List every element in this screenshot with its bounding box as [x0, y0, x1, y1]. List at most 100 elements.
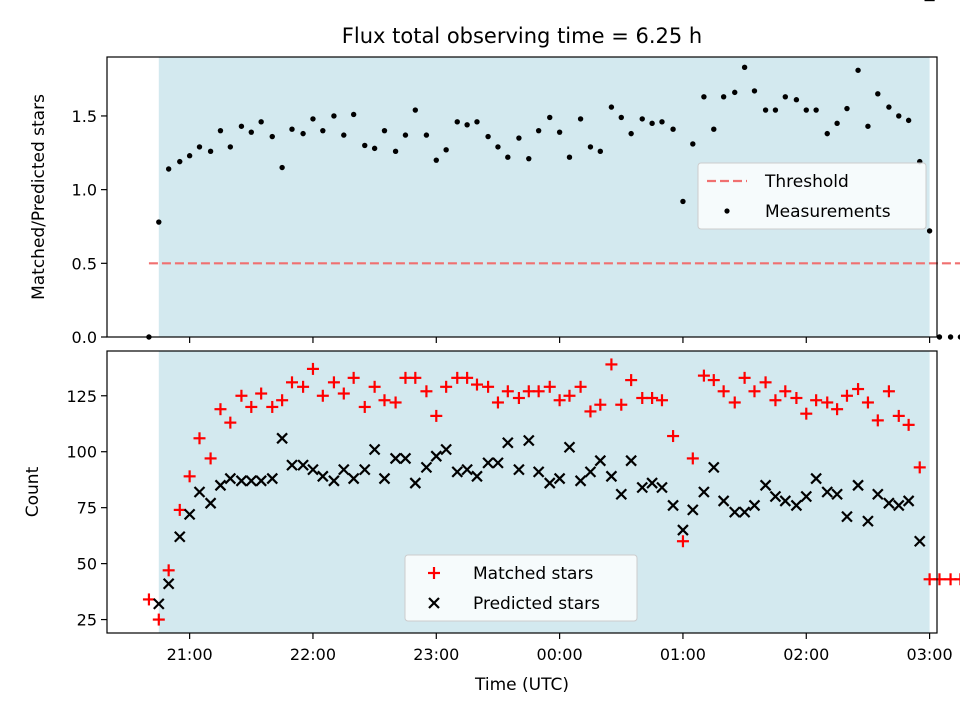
matched-star-point: [584, 405, 597, 418]
matched-star-point: [316, 389, 329, 402]
predicted-star-point: [667, 499, 679, 512]
predicted-star-point: [328, 475, 340, 487]
measurement-point: [392, 148, 399, 155]
predicted-star-point: [831, 488, 843, 501]
measurement-point: [905, 117, 912, 124]
predicted-legend-swatch: [428, 597, 440, 609]
matched-star-point: [245, 400, 258, 413]
predicted-star-point: [389, 452, 402, 465]
measurement-point: [628, 130, 634, 137]
matched-star-point: [790, 392, 803, 404]
measurement-point: [865, 123, 871, 129]
measurement-point: [526, 155, 532, 162]
measurement-point: [936, 334, 943, 340]
matched-star-point: [214, 403, 227, 416]
matched-star-point: [204, 452, 217, 465]
matched-star-point: [224, 416, 237, 429]
predicted-star-point: [902, 495, 915, 507]
y-tick-label: 50: [77, 555, 97, 574]
measurement-point: [556, 129, 563, 135]
predicted-star-point: [368, 443, 381, 456]
measurements-legend-label: Measurements: [765, 202, 891, 222]
measurement-point: [196, 144, 203, 150]
predicted-star-point: [471, 470, 483, 483]
ratio-y-axis-label: Matched/Predicted stars: [29, 94, 49, 300]
predicted-star-point: [255, 475, 267, 487]
count-y-axis: 25 50 75 100 125: [66, 387, 107, 630]
measurement-point: [782, 94, 789, 100]
predicted-star-point: [235, 475, 248, 487]
measurement-point: [165, 166, 172, 172]
measurement-point: [238, 123, 245, 129]
matched-star-point: [482, 380, 495, 393]
measurement-point: [381, 127, 388, 134]
predicted-star-point: [862, 515, 874, 527]
matched-star-point: [501, 385, 514, 398]
matched-star-point: [625, 374, 638, 387]
predicted-star-point: [307, 463, 319, 476]
measurement-point: [350, 111, 357, 118]
measurement-point: [443, 147, 449, 153]
measurement-point: [720, 94, 727, 100]
count-plot-frame: [106, 350, 938, 634]
measurement-point: [701, 94, 707, 100]
y-tick-label: 100: [66, 443, 97, 462]
matched-star-point: [409, 371, 422, 384]
predicted-star-point: [574, 475, 587, 487]
ratio-x-ticks: [189, 337, 931, 343]
count-points: [142, 0, 960, 626]
matched-star-point: [769, 394, 782, 407]
matched-star-point: [512, 392, 525, 404]
predicted-star-point: [430, 450, 443, 462]
matched-star-point: [420, 385, 433, 398]
matched-star-point: [368, 380, 381, 393]
measurement-point: [217, 127, 224, 134]
measurement-point: [547, 114, 553, 121]
measurement-point: [258, 119, 264, 125]
predicted-star-point: [656, 481, 668, 494]
measurement-point: [341, 132, 347, 138]
measurement-point: [495, 144, 501, 150]
predicted-star-point: [461, 463, 473, 476]
predicted-star-point: [821, 486, 834, 498]
predicted-star-point: [214, 479, 227, 492]
matched-star-point: [389, 396, 402, 409]
predicted-star-point: [841, 510, 853, 523]
measurement-point: [855, 67, 861, 73]
predicted-star-point: [810, 472, 822, 485]
predicted-star-point: [297, 459, 309, 471]
measurement-point: [618, 114, 624, 121]
measurement-point: [762, 107, 769, 113]
count-panel: 25 50 75 100 125 21:00 22:00 23:00 00:00 01:00 02…: [23, 0, 960, 695]
predicted-star-point: [790, 499, 803, 512]
predicted-star-point: [698, 486, 710, 498]
measurement-point: [772, 107, 779, 113]
predicted-star-point: [852, 479, 864, 492]
predicted-star-point: [677, 524, 689, 536]
measurement-point: [896, 113, 902, 119]
predicted-star-point: [625, 454, 637, 467]
count-legend-box: [404, 554, 638, 622]
matched-star-point: [913, 461, 926, 474]
predicted-star-point: [872, 488, 884, 501]
matched-star-point: [532, 385, 545, 398]
matched-star-point: [358, 400, 371, 413]
matched-star-point: [933, 573, 946, 586]
x-tick-label: 01:00: [660, 645, 706, 664]
measurement-point: [711, 126, 717, 132]
predicted-star-point: [378, 472, 391, 485]
x-tick-label: 02:00: [783, 645, 829, 664]
count-y-axis-label: Count: [23, 466, 43, 517]
matched-star-point: [276, 394, 289, 407]
matched-star-point: [297, 380, 310, 393]
measurement-point: [751, 88, 758, 94]
x-tick-label: 03:00: [907, 645, 953, 664]
measurement-point: [362, 142, 368, 149]
predicted-star-point: [513, 463, 525, 476]
predicted-star-point: [266, 472, 279, 485]
matched-legend-label: Matched stars: [473, 564, 593, 584]
matched-star-point: [655, 394, 668, 407]
measurement-point: [587, 144, 594, 150]
measurement-point: [926, 228, 933, 234]
